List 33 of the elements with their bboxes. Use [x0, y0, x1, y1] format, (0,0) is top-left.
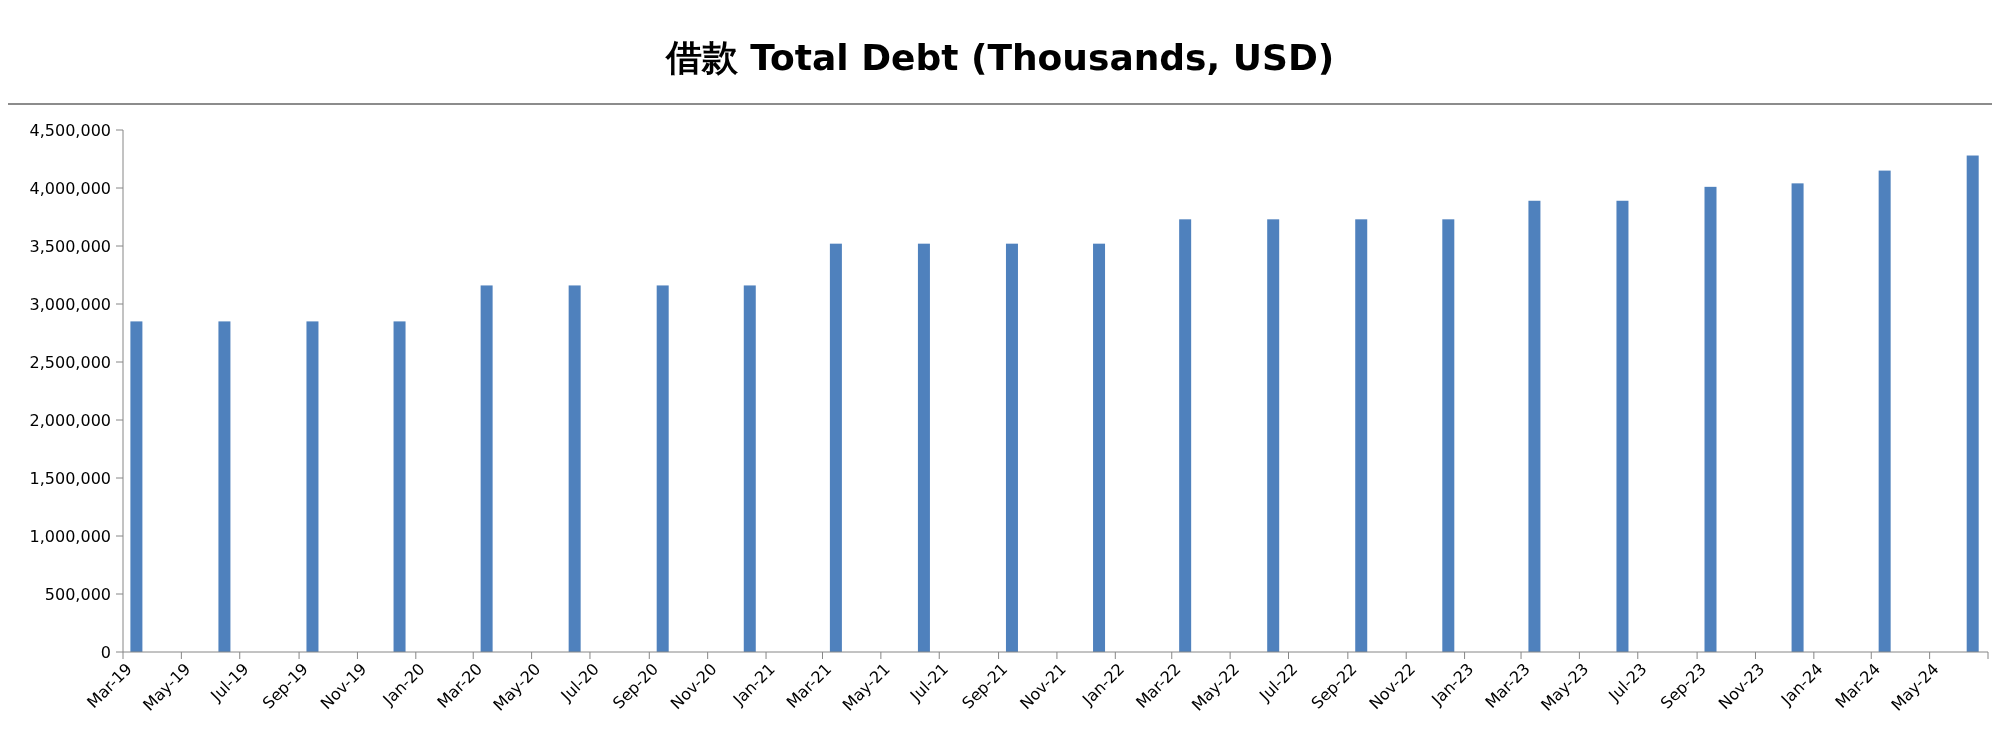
y-tick-label: 0	[100, 642, 111, 662]
bar	[1616, 200, 1629, 652]
bar	[1267, 219, 1280, 652]
bar	[1791, 183, 1804, 652]
y-tick-label: 3,000,000	[29, 294, 111, 314]
bar	[1093, 243, 1106, 652]
bar	[1528, 200, 1541, 652]
y-tick-label: 2,500,000	[29, 352, 111, 372]
bar	[480, 285, 493, 652]
bar	[393, 321, 406, 652]
y-tick-label: 3,500,000	[29, 236, 111, 256]
bar	[917, 243, 930, 652]
y-tick-label: 2,000,000	[29, 410, 111, 430]
bar	[1966, 155, 1979, 652]
bar	[306, 321, 319, 652]
y-tick-label: 4,000,000	[29, 178, 111, 198]
bar	[1179, 219, 1192, 652]
bar	[829, 243, 842, 652]
bar	[218, 321, 231, 652]
bar	[130, 321, 143, 652]
bar	[1878, 170, 1891, 652]
bar	[656, 285, 669, 652]
y-tick-label: 500,000	[44, 584, 111, 604]
bar	[568, 285, 581, 652]
bar	[1704, 186, 1717, 652]
bar	[743, 285, 756, 652]
bar	[1005, 243, 1018, 652]
bar	[1442, 219, 1455, 652]
y-tick-label: 1,500,000	[29, 468, 111, 488]
bar	[1355, 219, 1368, 652]
y-tick-label: 4,500,000	[29, 120, 111, 140]
y-tick-label: 1,000,000	[29, 526, 111, 546]
chart-title: 借款 Total Debt (Thousands, USD)	[663, 37, 1335, 78]
